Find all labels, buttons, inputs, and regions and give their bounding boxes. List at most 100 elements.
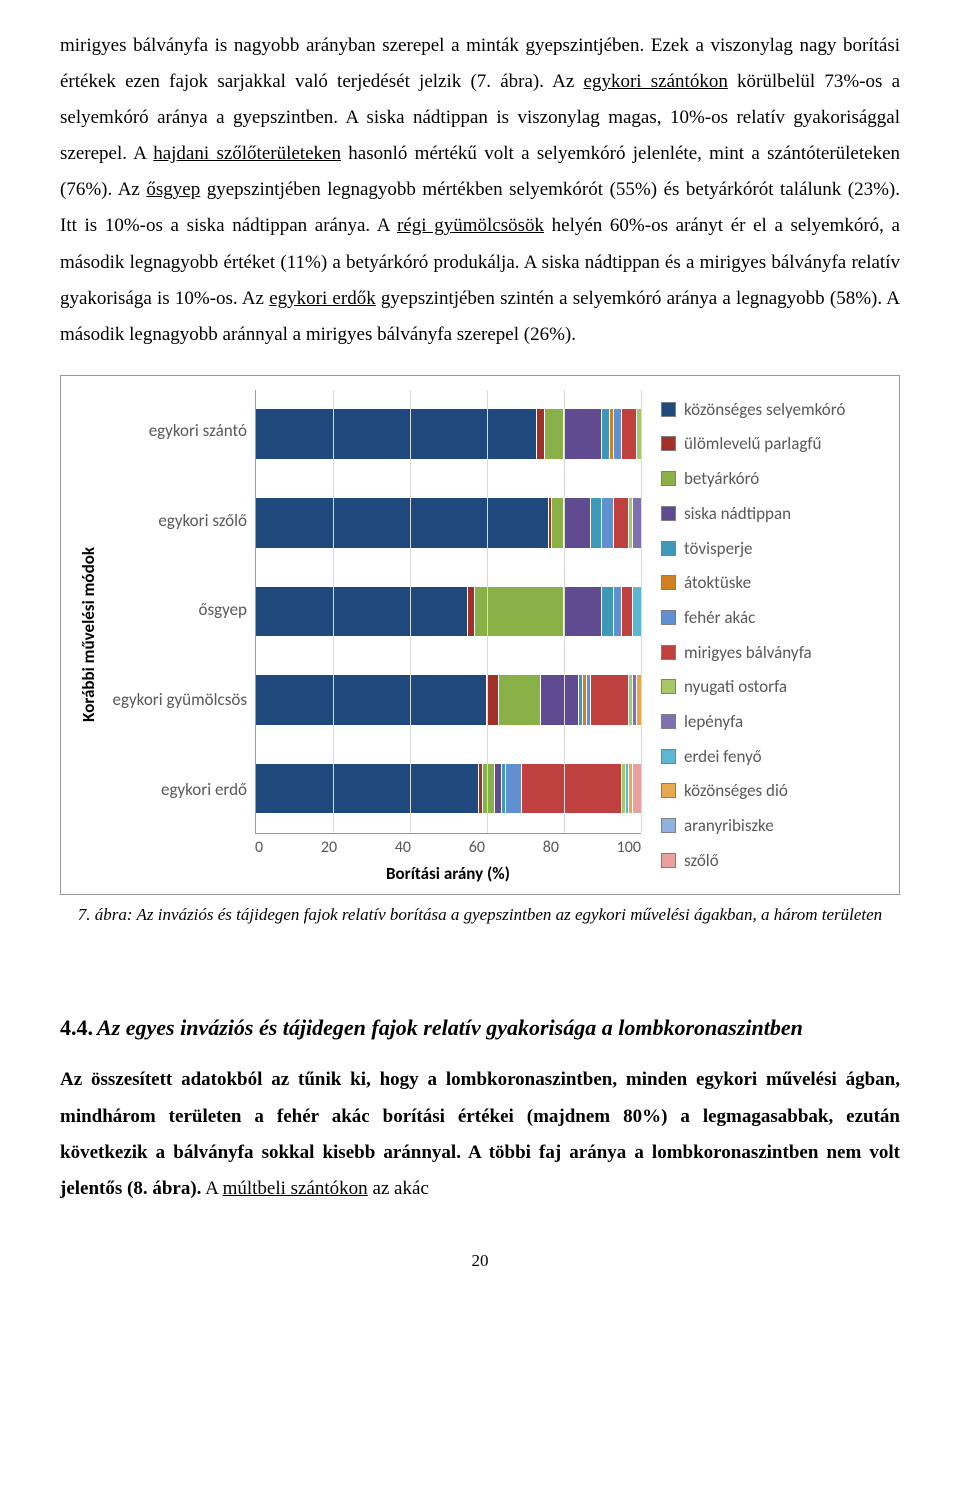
x-tick: 20	[321, 838, 337, 857]
bar-segment-balvanyfa	[522, 764, 622, 814]
legend-swatch	[661, 749, 676, 764]
bar-segment-nadtippan	[564, 498, 591, 548]
bar-segment-betyarkoro	[499, 675, 541, 725]
category-labels: egykori szántóegykori szőlőősgyepegykori…	[105, 386, 255, 834]
legend-item-atoktuske: átoktüske	[661, 572, 881, 593]
bar-segment-betyarkoro	[552, 498, 564, 548]
legend-swatch	[661, 818, 676, 833]
legend-item-ostorfa: nyugati ostorfa	[661, 676, 881, 697]
legend-item-betyarkoro: betyárkóró	[661, 468, 881, 489]
figure-caption: 7. ábra: Az inváziós és tájidegen fajok …	[60, 903, 900, 927]
legend-label: mirigyes bálványfa	[684, 642, 812, 663]
chart-legend: közönséges selyemkóró ülömlevelű parlagfű…	[661, 386, 881, 884]
bar-segment-selyemkoro	[256, 409, 537, 459]
stacked-bar	[256, 498, 641, 548]
legend-label: átoktüske	[684, 572, 751, 593]
x-tick: 40	[395, 838, 411, 857]
legend-swatch	[661, 471, 676, 486]
x-tick: 80	[543, 838, 559, 857]
legend-label: aranyribiszke	[684, 815, 774, 836]
bar-segment-balvanyfa	[591, 675, 630, 725]
legend-label: fehér akác	[684, 607, 755, 628]
legend-item-nadtippan: siska nádtippan	[661, 503, 881, 524]
underline-erdo: egykori erdők	[269, 288, 376, 309]
bar-segment-nadtippan	[495, 764, 503, 814]
x-ticks: 020406080100	[255, 834, 641, 857]
bar-segment-betyarkoro	[545, 409, 564, 459]
bar-segment-selyemkoro	[256, 764, 479, 814]
x-tick: 0	[255, 838, 263, 857]
bar-segment-nadtippan	[564, 409, 603, 459]
legend-swatch	[661, 436, 676, 451]
bar-segment-balvanyfa	[622, 587, 634, 637]
plot	[255, 390, 641, 834]
chart-plot-area: Korábbi művelési módok egykori szántóegy…	[71, 386, 641, 884]
bar-segment-balvanyfa	[622, 409, 637, 459]
underline-multbeli-szanto: múltbeli szántókon	[223, 1178, 368, 1199]
bar-segment-dio	[637, 675, 641, 725]
underline-gyumolcs: régi gyümölcsösök	[397, 215, 544, 236]
legend-item-parlagfu: ülömlevelű parlagfű	[661, 433, 881, 454]
legend-item-erdeifenyo: erdei fenyő	[661, 746, 881, 767]
legend-item-selyemkoro: közönséges selyemkóró	[661, 399, 881, 420]
bar-segment-betyarkoro	[483, 764, 495, 814]
underline-osgyep: ősgyep	[146, 179, 200, 200]
x-axis-label: Borítási arány (%)	[255, 857, 641, 884]
section-title: Az egyes inváziós és tájidegen fajok rel…	[97, 1015, 803, 1040]
legend-label: erdei fenyő	[684, 746, 762, 767]
legend-label: közönséges selyemkóró	[684, 399, 845, 420]
bar-segment-parlagfu	[468, 587, 476, 637]
x-axis: 020406080100 Borítási arány (%)	[255, 834, 641, 884]
bar-segment-betyarkoro	[475, 587, 564, 637]
legend-item-aranyrib: aranyribiszke	[661, 815, 881, 836]
paragraph-4-4: Az összesített adatokból az tűnik ki, ho…	[60, 1062, 900, 1206]
legend-swatch	[661, 714, 676, 729]
bar-row	[256, 478, 641, 567]
legend-swatch	[661, 783, 676, 798]
bar-segment-lepenyfa	[633, 498, 641, 548]
paragraph-main: mirigyes bálványfa is nagyobb arányban s…	[60, 28, 900, 353]
text: az akác	[372, 1178, 428, 1199]
bar-segment-feherakac	[506, 764, 521, 814]
legend-label: siska nádtippan	[684, 503, 791, 524]
bar-row	[256, 567, 641, 656]
legend-label: betyárkóró	[684, 468, 759, 489]
bars-area: egykori szántóegykori szőlőősgyepegykori…	[105, 386, 641, 834]
bar-segment-tovisperje	[602, 409, 610, 459]
page-number: 20	[60, 1251, 900, 1271]
legend-swatch	[661, 506, 676, 521]
stacked-bar	[256, 409, 641, 459]
underline-szanto: egykori szántókon	[584, 71, 728, 92]
legend-label: tövisperje	[684, 538, 753, 559]
category-label: egykori szántó	[105, 420, 247, 441]
bar-segment-feherakac	[602, 498, 614, 548]
stacked-bar	[256, 764, 641, 814]
bar-segment-nadtippan	[541, 675, 580, 725]
bar-segment-feherakac	[614, 587, 622, 637]
section-heading: 4.4. Az egyes inváziós és tájidegen fajo…	[60, 1007, 900, 1049]
legend-label: közönséges dió	[684, 780, 788, 801]
bar-segment-parlagfu	[487, 675, 499, 725]
legend-label: szőlő	[684, 850, 719, 871]
bar-segment-szolo	[633, 764, 641, 814]
bar-segment-selyemkoro	[256, 675, 487, 725]
legend-label: nyugati ostorfa	[684, 676, 787, 697]
chart-container: Korábbi művelési módok egykori szántóegy…	[60, 375, 900, 895]
legend-swatch	[661, 853, 676, 868]
legend-swatch	[661, 402, 676, 417]
legend-label: lepényfa	[684, 711, 743, 732]
legend-item-tovisperje: tövisperje	[661, 538, 881, 559]
legend-item-szolo: szőlő	[661, 850, 881, 871]
legend-swatch	[661, 541, 676, 556]
legend-item-lepenyfa: lepényfa	[661, 711, 881, 732]
category-label: egykori gyümölcsös	[105, 689, 247, 710]
bar-segment-balvanyfa	[614, 498, 629, 548]
stacked-bar	[256, 675, 641, 725]
bar-row	[256, 656, 641, 745]
stacked-bar	[256, 587, 641, 637]
bold-text: Az összesített adatokból az tűnik ki, ho…	[60, 1069, 900, 1198]
x-tick: 100	[617, 838, 641, 857]
category-label: egykori erdő	[105, 779, 247, 800]
y-axis-label-wrap: Korábbi művelési módok	[71, 386, 105, 884]
legend-item-dio: közönséges dió	[661, 780, 881, 801]
